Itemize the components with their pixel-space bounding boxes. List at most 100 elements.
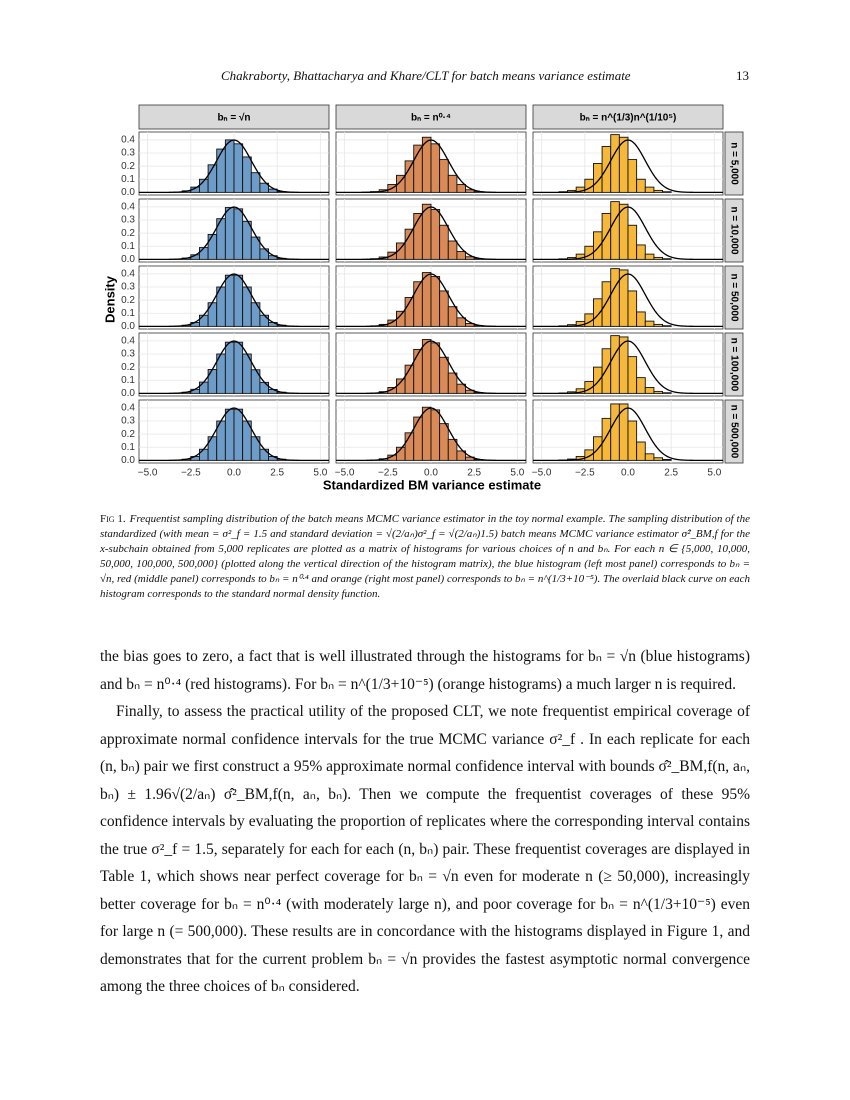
histogram-bar [662,258,672,260]
histogram-bar [207,369,218,394]
histogram-bar [421,339,432,394]
caption-label: Fig 1. [100,513,126,525]
y-tick-label: 0.1 [121,442,135,453]
histogram-bar [199,448,209,461]
facet-row-label: n = 100,000 [728,338,739,392]
x-tick-label: 5.0 [707,468,721,479]
histogram-bar [199,381,209,394]
histogram-bar [259,182,269,193]
normal-curve [336,407,526,462]
histogram-bar [430,409,441,461]
histogram-bar [224,408,235,461]
facet-row-label: n = 50,000 [728,273,739,322]
histogram-bar [404,228,415,260]
x-tick-label: 0.0 [424,468,438,479]
y-tick-label: 0.1 [121,174,135,185]
histogram-bar [662,325,672,327]
y-tick-label: 0.1 [121,308,135,319]
histogram-bar [207,233,218,260]
histogram-bar [593,366,603,394]
histogram-bar [636,377,646,394]
histogram-bar [421,406,432,461]
y-tick-label: 0.4 [121,269,135,280]
histogram-bar [216,148,226,193]
normal-curve [336,340,526,395]
caption: Fig 1. Frequentist sampling distribution … [100,512,750,602]
histogram-bar [259,314,269,327]
facet-column-label: bₙ = √n [217,113,250,124]
histogram-bar [439,290,449,327]
normal-curve [533,139,723,194]
histogram-bar [653,323,663,327]
normal-curve [139,407,329,462]
histogram-bar [224,207,235,260]
facet-column-label: bₙ = n^(1/3)n^(1/10⁵) [580,113,677,124]
y-tick-label: 0.4 [121,135,135,146]
histogram-bar [662,191,672,193]
histogram-bar [439,423,449,461]
caption-text: Frequentist sampling distribution of the… [100,513,750,600]
histogram-bar [439,159,449,193]
x-axis-label: Standardized BM variance estimate [323,477,541,492]
histogram-bar [627,159,638,193]
histogram-bar [233,208,244,260]
x-tick-label: 5.0 [313,468,327,479]
histogram-bar [439,356,449,394]
histogram-bar [644,320,655,327]
y-axis-label: Density [102,275,117,323]
normal-curve [336,273,526,328]
histogram-bar [250,236,261,260]
histogram-bar [233,274,244,327]
histogram-bar [653,189,663,193]
y-tick-label: 0.1 [121,241,135,252]
y-tick-label: 0.0 [121,254,135,265]
histogram-bar [465,189,475,193]
paragraph: the bias goes to zero, a fact that is we… [100,648,750,693]
histogram-bar [636,441,646,461]
histogram-bar [250,172,261,193]
histogram-bar [601,417,612,461]
histogram-bar [636,178,646,193]
x-tick-label: 2.5 [664,468,678,479]
histogram-bar [465,256,475,260]
histogram-bar [610,134,620,193]
histogram-bar [662,459,672,461]
normal-curve [336,206,526,261]
y-tick-label: 0.3 [121,215,135,226]
histogram-bar [601,348,612,394]
facet-strip [724,198,744,263]
x-tick-label: 2.5 [270,468,284,479]
histogram-bar [421,272,432,327]
y-tick-label: 0.2 [121,429,135,440]
histogram-bar [465,389,475,394]
histogram-bar [644,253,655,260]
histogram-bar [430,143,441,193]
x-tick-label: −5.0 [335,468,355,479]
paragraph: Finally, to assess the practical utility… [100,703,750,995]
histogram-bar [413,281,423,327]
histogram-bar [456,450,466,461]
histogram-bar [593,231,603,260]
histogram-bar [233,408,244,461]
histogram-bar [242,220,252,260]
normal-curve [336,139,526,194]
facet-strip [335,104,527,130]
histogram-bar [627,420,638,461]
histogram-bar [636,311,646,327]
histogram-bar [199,247,209,260]
y-tick-label: 0.2 [121,228,135,239]
y-tick-label: 0.4 [121,336,135,347]
histogram-bar [653,256,663,260]
histogram-bar [456,184,466,193]
normal-curve [139,206,329,261]
histogram-bar [242,156,252,193]
y-tick-label: 0.3 [121,416,135,427]
histogram-bar [447,438,458,461]
y-tick-label: 0.3 [121,148,135,159]
histogram-bar [456,383,466,394]
facet-row-label: n = 10,000 [728,206,739,255]
y-tick-label: 0.2 [121,295,135,306]
histogram-bar [644,453,655,461]
histogram-bar [224,341,235,394]
